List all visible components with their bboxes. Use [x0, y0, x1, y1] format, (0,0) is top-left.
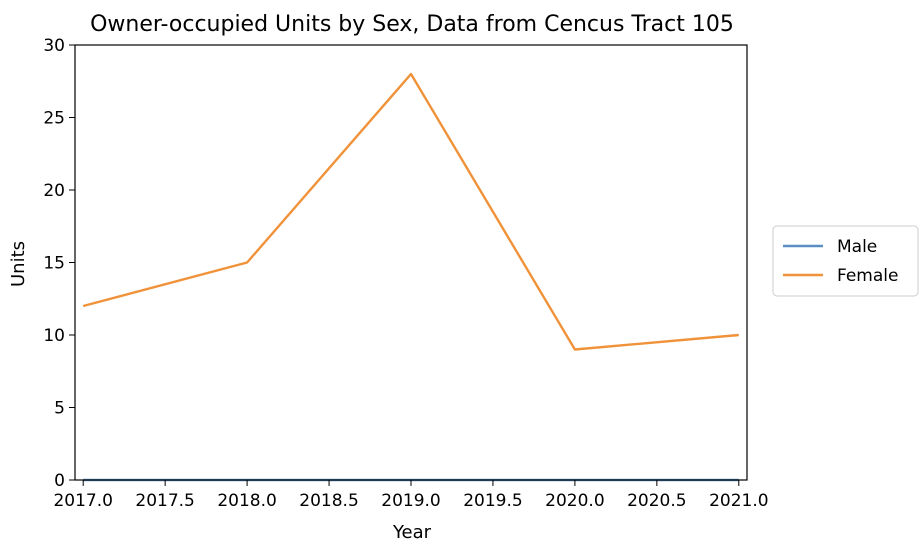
x-tick-label: 2020.5	[627, 491, 686, 511]
y-tick-label: 20	[43, 181, 65, 201]
plot-frame	[74, 44, 748, 481]
y-tick-label: 0	[54, 471, 65, 491]
x-tick-label: 2020.0	[545, 491, 604, 511]
plot-area	[74, 44, 748, 482]
legend-box	[772, 225, 919, 297]
y-tick-label: 25	[43, 109, 65, 129]
x-tick-label: 2019.5	[463, 491, 522, 511]
y-tick-label: 10	[43, 326, 65, 346]
y-tick-label: 5	[54, 399, 65, 419]
x-tick-label: 2017.0	[53, 491, 112, 511]
y-tick-label: 30	[43, 36, 65, 56]
y-tick-label: 15	[43, 254, 65, 274]
x-tick-label: 2018.0	[217, 491, 276, 511]
legend-label-female: Female	[837, 266, 898, 286]
series-line-female	[82, 72, 739, 351]
y-axis-ticks: 0 5 10 15 20 25 30	[43, 36, 75, 491]
x-tick-label: 2018.5	[299, 491, 358, 511]
x-tick-label: 2021.0	[709, 491, 768, 511]
legend-label-male: Male	[837, 237, 877, 257]
y-axis-label: Units	[8, 241, 29, 287]
x-axis-label: Year	[392, 522, 432, 543]
chart-title: Owner-occupied Units by Sex, Data from C…	[90, 12, 734, 37]
x-tick-label: 2019.0	[381, 491, 440, 511]
x-axis-ticks: 2017.0 2017.5 2018.0 2018.5 2019.0 2019.5 2020…	[53, 480, 769, 511]
x-tick-label: 2017.5	[135, 491, 194, 511]
legend: Male Female	[772, 225, 919, 297]
